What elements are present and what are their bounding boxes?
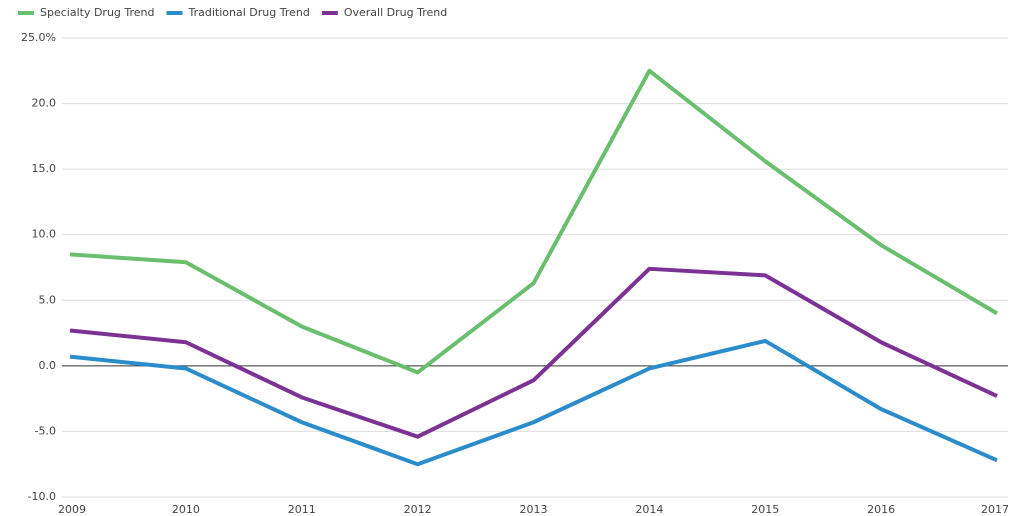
y-tick-label: 15.0 — [32, 162, 57, 175]
legend-label: Overall Drug Trend — [344, 6, 447, 19]
y-tick-label: -5.0 — [35, 424, 56, 437]
series-line — [69, 338, 998, 467]
y-tick-label: 5.0 — [39, 293, 57, 306]
x-tick-label: 2015 — [751, 503, 779, 516]
series-line — [69, 266, 998, 439]
y-tick-label: 20.0 — [32, 97, 57, 110]
series-line — [69, 68, 999, 375]
x-tick-label: 2016 — [867, 503, 895, 516]
legend-label: Traditional Drug Trend — [188, 6, 310, 19]
x-tick-label: 2013 — [520, 503, 548, 516]
x-tick-label: 2009 — [58, 503, 86, 516]
x-tick-label: 2017 — [981, 503, 1009, 516]
x-tick-label: 2012 — [404, 503, 432, 516]
y-tick-label: 10.0 — [32, 228, 57, 241]
legend-label: Specialty Drug Trend — [40, 6, 155, 19]
y-tick-label: 25.0% — [21, 31, 56, 44]
x-tick-label: 2014 — [635, 503, 663, 516]
y-tick-label: 0.0 — [39, 359, 57, 372]
x-tick-label: 2011 — [288, 503, 316, 516]
x-tick-label: 2010 — [172, 503, 200, 516]
y-tick-label: -10.0 — [28, 490, 56, 503]
